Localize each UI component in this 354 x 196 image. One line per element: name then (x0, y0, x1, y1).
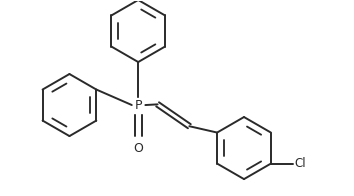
Text: O: O (133, 142, 143, 155)
Text: P: P (135, 99, 142, 112)
Text: Cl: Cl (295, 157, 306, 170)
